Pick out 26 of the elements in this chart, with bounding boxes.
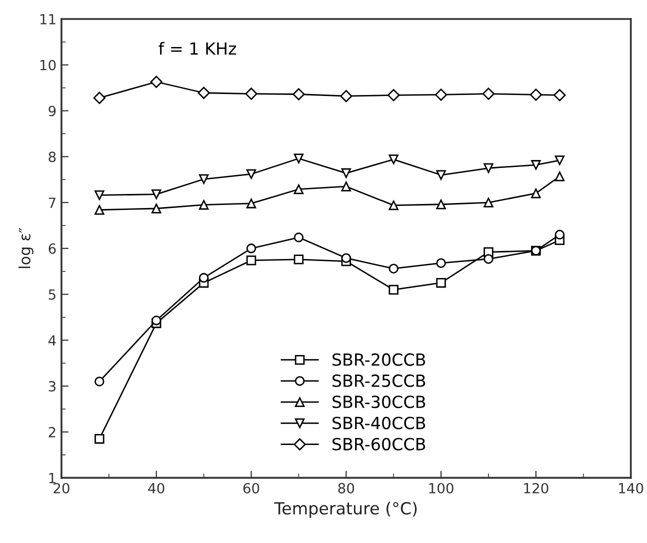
x-tick-label: 120	[524, 482, 548, 494]
legend-label: SBR-20CCB	[332, 353, 426, 366]
x-tick-label: 140	[619, 482, 644, 494]
y-tick-label: 1	[49, 472, 56, 484]
y-tick-label: 2	[48, 426, 56, 438]
x-tick-label: 80	[338, 482, 354, 494]
x-tick-label: 60	[243, 482, 260, 494]
legend-label: SBR-40CCB	[332, 416, 426, 430]
y-tick-label: 4	[48, 335, 56, 346]
legend-label: SBR-30CCB	[332, 396, 426, 408]
legend-label: SBR-60CCB	[332, 438, 426, 450]
y-tick-label: 8	[48, 152, 56, 162]
y-tick-label: 11	[40, 14, 56, 24]
y-tick-label: 7	[48, 198, 56, 208]
legend-label: SBR-25CCB	[332, 374, 426, 388]
y-tick-label: 3	[48, 381, 56, 392]
x-tick-label: 100	[429, 482, 454, 494]
x-tick-label: 40	[148, 482, 164, 494]
y-tick-label: 10	[40, 60, 56, 70]
y-tick-label: 9	[48, 106, 56, 116]
y-tick-label: 5	[48, 289, 56, 300]
x-axis-title: Temperature (°C)	[274, 502, 417, 518]
annotation: f = 1 KHz	[158, 42, 236, 55]
y-tick-label: 6	[48, 243, 56, 254]
y-axis-title: log ε″	[18, 228, 34, 268]
x-tick-label: 20	[54, 482, 70, 494]
